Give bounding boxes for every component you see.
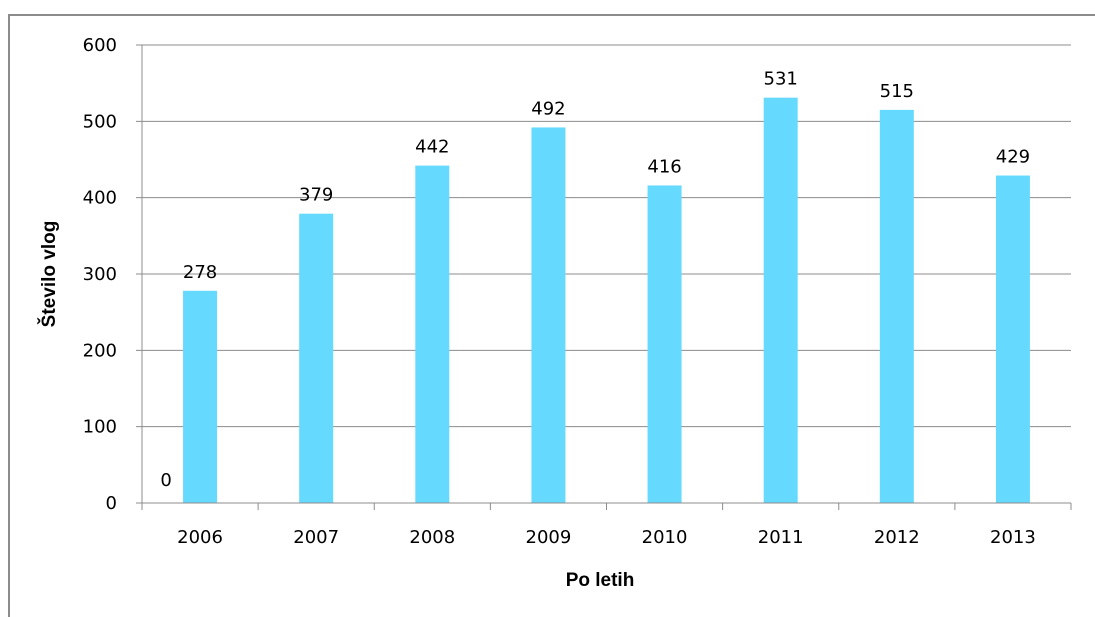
bars — [183, 97, 1030, 504]
y-tick-labels: 0 100 200 300 400 500 600 — [83, 35, 117, 514]
x-tick-label: 2013 — [990, 527, 1036, 548]
y-tick-label: 0 — [106, 493, 117, 514]
y-tick-label: 400 — [83, 188, 117, 209]
data-label: 379 — [299, 185, 333, 206]
bar — [647, 185, 682, 503]
bar — [531, 127, 566, 503]
x-tick-label: 2010 — [642, 527, 688, 548]
y-tick-label: 500 — [83, 111, 117, 132]
bar — [299, 213, 334, 504]
bar — [763, 97, 798, 504]
x-tick-label: 2012 — [874, 527, 920, 548]
x-tick-label: 2008 — [409, 527, 455, 548]
y-tick-label: 100 — [83, 417, 117, 438]
chart-frame — [8, 14, 1095, 617]
bar — [183, 290, 218, 503]
data-labels: 278 379 442 492 416 531 515 429 0 — [160, 69, 1030, 491]
gridlines — [136, 44, 1071, 504]
x-tick-label: 2006 — [177, 527, 223, 548]
data-label: 429 — [996, 147, 1030, 168]
bar — [995, 175, 1030, 503]
y-axis-title: Število vlog — [38, 221, 60, 328]
y-tick-label: 600 — [83, 35, 117, 56]
x-tick-label: 2011 — [758, 527, 804, 548]
data-label: 531 — [764, 69, 798, 90]
bar — [415, 165, 450, 503]
x-axis-title: Po letih — [566, 570, 635, 591]
y-tick-label: 200 — [83, 340, 117, 361]
y-tick-label: 300 — [83, 264, 117, 285]
data-label: 442 — [415, 137, 449, 158]
extra-data-label: 0 — [160, 470, 171, 491]
x-tick-label: 2007 — [293, 527, 339, 548]
data-label: 416 — [647, 156, 681, 177]
data-label: 515 — [880, 81, 914, 102]
bar — [879, 109, 914, 503]
x-axis: 2006 2007 2008 2009 2010 2011 2012 2013 — [141, 502, 1072, 548]
data-label: 492 — [531, 98, 565, 119]
x-tick-label: 2009 — [526, 527, 572, 548]
data-label: 278 — [183, 262, 217, 283]
